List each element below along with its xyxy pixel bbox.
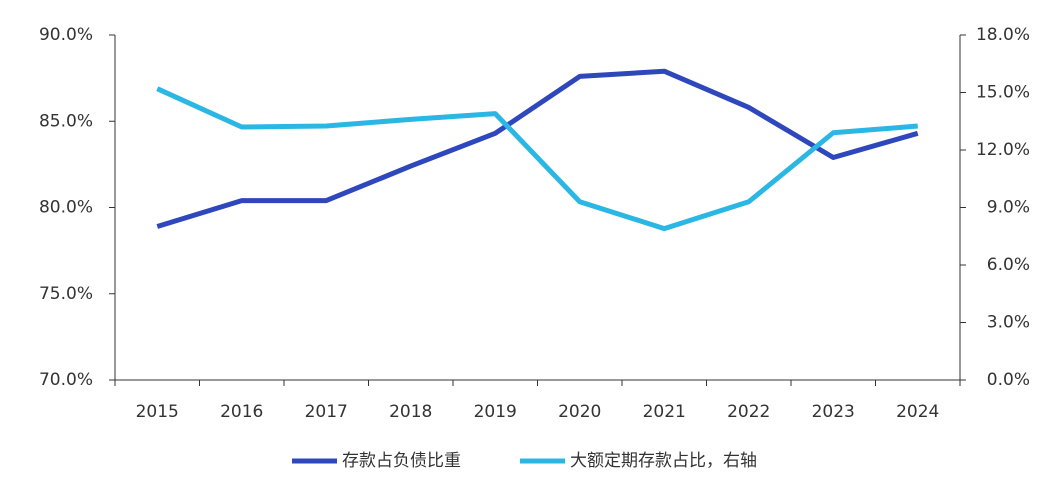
x-tick-label: 2022	[727, 402, 770, 422]
y2-tick-label: 0.0%	[987, 370, 1030, 390]
x-tick-label: 2024	[896, 402, 939, 422]
y-tick-label: 75.0%	[39, 284, 93, 304]
legend-label: 大额定期存款占比，右轴	[570, 451, 757, 471]
x-tick-label: 2017	[305, 402, 348, 422]
y2-tick-label: 9.0%	[987, 198, 1030, 218]
x-tick-label: 2016	[220, 402, 263, 422]
x-tick-label: 2018	[389, 402, 432, 422]
y2-tick-label: 18.0%	[976, 25, 1030, 45]
y-tick-label: 85.0%	[39, 111, 93, 131]
y-tick-label: 90.0%	[39, 25, 93, 45]
series-line	[156, 86, 918, 232]
y-tick-label: 70.0%	[39, 370, 93, 390]
x-tick-label: 2015	[136, 402, 179, 422]
x-tick-label: 2020	[558, 402, 601, 422]
legend-label: 存款占负债比重	[342, 451, 461, 471]
y2-tick-label: 12.0%	[976, 140, 1030, 160]
y2-tick-label: 6.0%	[987, 255, 1030, 275]
series-line	[156, 68, 919, 229]
y-tick-label: 80.0%	[39, 198, 93, 218]
y2-tick-label: 3.0%	[987, 313, 1030, 333]
x-tick-label: 2021	[643, 402, 686, 422]
y2-tick-label: 15.0%	[976, 83, 1030, 103]
x-tick-label: 2023	[812, 402, 855, 422]
x-tick-label: 2019	[474, 402, 517, 422]
